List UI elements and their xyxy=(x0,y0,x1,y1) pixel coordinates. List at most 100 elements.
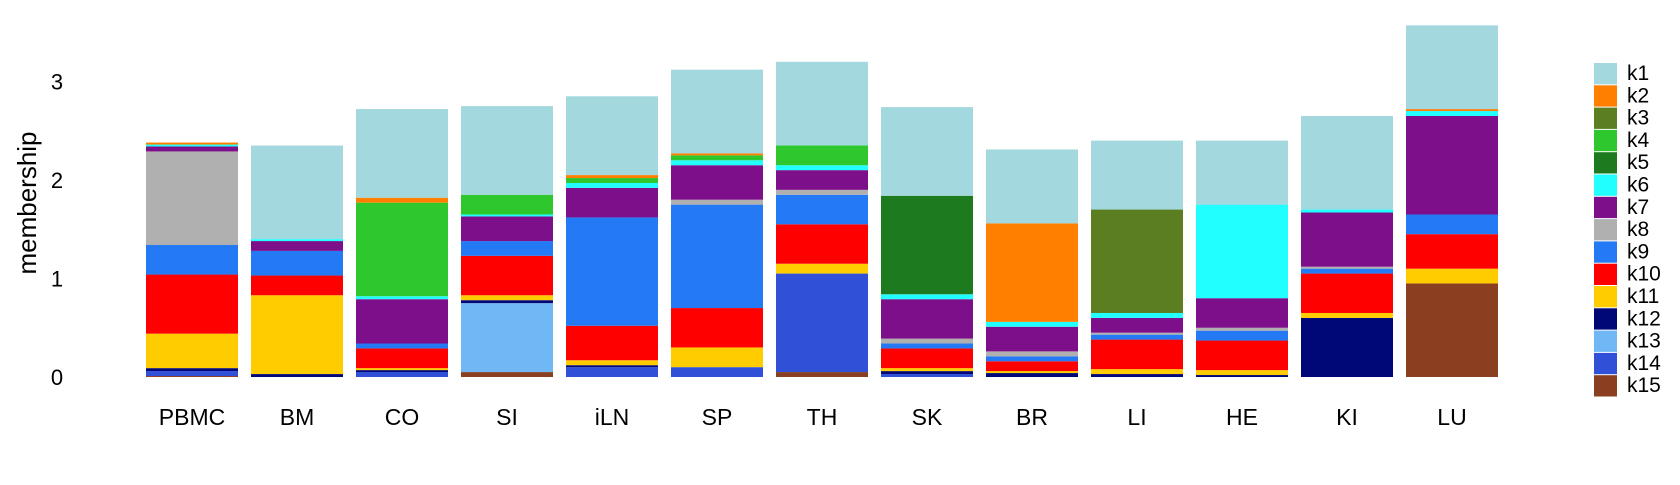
bar-segment-LU-k15 xyxy=(1406,283,1498,377)
bar-segment-KI-k12 xyxy=(1301,317,1393,377)
bar-segment-HE-k7 xyxy=(1196,298,1288,328)
bar-segment-CO-k14 xyxy=(356,372,448,377)
bar-segment-TH-k10 xyxy=(776,224,868,264)
bar-group-SK xyxy=(881,107,973,378)
bar-segment-KI-k8 xyxy=(1301,266,1393,269)
bar-segment-CO-k4 xyxy=(356,202,448,297)
bar-segment-SK-k1 xyxy=(881,107,973,196)
legend-swatch-k6 xyxy=(1594,174,1617,196)
legend-label-k15: k15 xyxy=(1627,374,1661,397)
bar-segment-CO-k10 xyxy=(356,348,448,369)
y-tick-label-2: 2 xyxy=(51,168,63,193)
bar-segment-SK-k7 xyxy=(881,299,973,339)
bar-segment-BR-k10 xyxy=(986,361,1078,372)
x-axis: PBMC BM CO SI iLN SP TH SK BR LI HE KI LU xyxy=(159,404,1467,430)
bar-segment-LI-k8 xyxy=(1091,332,1183,335)
legend-label-k13: k13 xyxy=(1627,330,1661,353)
x-tick-label-SI: SI xyxy=(496,404,518,430)
bar-segment-SK-k11 xyxy=(881,368,973,372)
bar-segment-TH-k6 xyxy=(776,165,868,171)
bar-segment-KI-k10 xyxy=(1301,273,1393,313)
bar-segment-TH-k4 xyxy=(776,145,868,166)
bar-segment-SP-k7 xyxy=(671,165,763,200)
bar-segment-BR-k11 xyxy=(986,371,1078,374)
bar-segment-PBMC-k10 xyxy=(146,274,238,334)
legend-label-k14: k14 xyxy=(1627,352,1661,375)
bar-group-PBMC xyxy=(146,142,238,377)
bar-segment-BM-k11 xyxy=(251,295,343,375)
x-tick-label-iLN: iLN xyxy=(595,404,630,430)
bar-segment-PBMC-k12 xyxy=(146,368,238,372)
bar-segment-CO-k12 xyxy=(356,370,448,373)
bar-segment-TH-k14 xyxy=(776,273,868,373)
bar-segment-TH-k1 xyxy=(776,61,868,146)
bar-segment-LU-k9 xyxy=(1406,214,1498,235)
bar-segment-SI-k9 xyxy=(461,241,553,256)
bar-segment-KI-k9 xyxy=(1301,268,1393,274)
bar-segment-PBMC-k8 xyxy=(146,151,238,246)
x-tick-label-KI: KI xyxy=(1336,404,1358,430)
bar-group-TH xyxy=(776,61,868,377)
bar-segment-LI-k12 xyxy=(1091,374,1183,378)
bar-segment-BR-k12 xyxy=(986,373,1078,377)
bar-segment-BR-k6 xyxy=(986,321,1078,327)
bar-group-SI xyxy=(461,106,553,377)
bar-segment-CO-k1 xyxy=(356,109,448,198)
y-tick-label-0: 0 xyxy=(51,365,63,390)
bar-segment-iLN-k9 xyxy=(566,217,658,326)
bar-segment-SK-k10 xyxy=(881,348,973,369)
bar-segment-SK-k9 xyxy=(881,343,973,349)
legend-swatch-k5 xyxy=(1594,152,1617,174)
bar-segment-BR-k7 xyxy=(986,326,1078,352)
x-tick-label-SK: SK xyxy=(912,404,943,430)
bar-segment-HE-k1 xyxy=(1196,140,1288,205)
bar-segment-LI-k7 xyxy=(1091,317,1183,333)
bar-segment-PBMC-k14 xyxy=(146,371,238,377)
x-tick-label-TH: TH xyxy=(807,404,838,430)
bar-segment-HE-k9 xyxy=(1196,330,1288,341)
x-tick-label-HE: HE xyxy=(1226,404,1258,430)
bar-segment-BM-k1 xyxy=(251,145,343,240)
x-tick-label-BR: BR xyxy=(1016,404,1048,430)
bar-segment-HE-k10 xyxy=(1196,340,1288,371)
bar-segment-SI-k15 xyxy=(461,372,553,377)
bar-segment-SP-k1 xyxy=(671,69,763,154)
bar-segment-SI-k4 xyxy=(461,194,553,215)
y-axis: 0 1 2 3 xyxy=(51,70,63,391)
bar-segment-CO-k2 xyxy=(356,197,448,203)
bar-segment-CO-k9 xyxy=(356,343,448,349)
legend-label-k10: k10 xyxy=(1627,263,1661,286)
legend-label-k3: k3 xyxy=(1627,107,1649,130)
legend-swatch-k8 xyxy=(1594,219,1617,241)
bar-segment-TH-k15 xyxy=(776,372,868,377)
bar-segment-BR-k1 xyxy=(986,149,1078,224)
legend-swatch-k2 xyxy=(1594,85,1617,107)
bar-segment-SI-k1 xyxy=(461,106,553,195)
y-tick-label-1: 1 xyxy=(51,267,63,292)
bar-segment-iLN-k4 xyxy=(566,178,658,183)
legend-swatch-k3 xyxy=(1594,107,1617,129)
y-tick-label-3: 3 xyxy=(51,70,63,95)
legend-swatch-k10 xyxy=(1594,263,1617,285)
bar-segment-SP-k8 xyxy=(671,199,763,205)
bar-group-HE xyxy=(1196,140,1288,377)
bar-segment-SP-k6 xyxy=(671,160,763,166)
legend-swatch-k12 xyxy=(1594,308,1617,330)
bar-segment-PBMC-k7 xyxy=(146,146,238,152)
legend-label-k11: k11 xyxy=(1627,285,1659,308)
bar-segment-SP-k2 xyxy=(671,153,763,156)
bar-segment-SK-k14 xyxy=(881,374,973,378)
bar-segment-BR-k9 xyxy=(986,356,1078,362)
bar-segment-CO-k7 xyxy=(356,299,448,344)
legend-label-k7: k7 xyxy=(1627,196,1649,219)
legend-label-k1: k1 xyxy=(1627,62,1649,85)
bar-group-LI xyxy=(1091,140,1183,378)
legend-label-k9: k9 xyxy=(1627,240,1649,263)
legend-swatch-k4 xyxy=(1594,129,1617,152)
bar-group-iLN xyxy=(566,96,658,377)
bar-segment-HE-k12 xyxy=(1196,375,1288,377)
legend-swatch-k7 xyxy=(1594,196,1617,219)
